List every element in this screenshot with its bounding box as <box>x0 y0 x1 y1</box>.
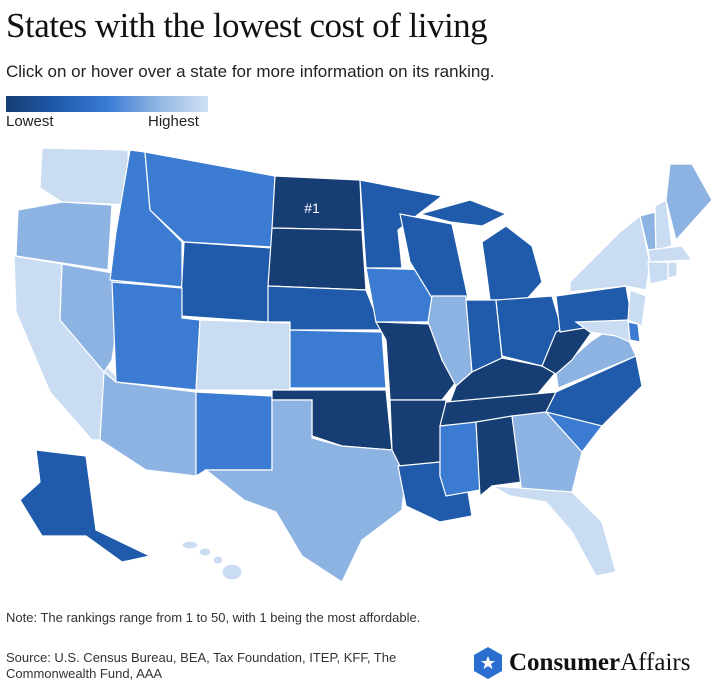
state-nh[interactable] <box>654 199 673 251</box>
us-choropleth-map: #1 <box>13 147 713 583</box>
state-or[interactable] <box>15 201 113 271</box>
state-wy[interactable] <box>179 241 273 323</box>
state-ak[interactable] <box>19 449 152 563</box>
state-ks[interactable] <box>289 329 387 389</box>
state-ar[interactable] <box>389 399 447 467</box>
state-al[interactable] <box>475 415 523 498</box>
logo-star-hexagon-icon <box>474 647 502 679</box>
source-note: Source: U.S. Census Bureau, BEA, Tax Fou… <box>6 650 397 681</box>
state-nm[interactable] <box>195 391 273 478</box>
state-fl[interactable] <box>491 485 617 577</box>
page-subtitle: Click on or hover over a state for more … <box>6 62 495 81</box>
state-me[interactable] <box>665 163 713 242</box>
state-ri[interactable] <box>667 261 678 279</box>
rank-1-label: #1 <box>304 200 320 216</box>
state-hi-island-3[interactable] <box>212 555 224 565</box>
state-mi-up[interactable] <box>417 199 508 227</box>
state-hi-island-4[interactable] <box>221 563 243 581</box>
state-sd[interactable] <box>267 227 367 291</box>
state-wa[interactable] <box>39 147 131 206</box>
footnote: Note: The rankings range from 1 to 50, w… <box>6 610 421 625</box>
consumeraffairs-logo: ConsumerAffairs <box>473 646 690 680</box>
state-md[interactable] <box>574 319 631 343</box>
legend-gradient <box>6 96 208 112</box>
state-ct[interactable] <box>647 261 669 285</box>
state-tx[interactable] <box>204 399 407 583</box>
state-hi-island-1[interactable] <box>181 540 199 550</box>
legend-low-label: Lowest <box>6 113 54 130</box>
state-hi-island-2[interactable] <box>198 547 212 557</box>
state-mn[interactable] <box>359 179 444 269</box>
state-co[interactable] <box>195 319 291 391</box>
state-ma[interactable] <box>647 245 694 263</box>
state-ms[interactable] <box>439 421 481 497</box>
logo-text: ConsumerAffairs <box>509 649 691 676</box>
state-nj[interactable] <box>627 289 647 327</box>
state-ny[interactable] <box>569 214 651 293</box>
page-title: States with the lowest cost of living <box>6 6 488 45</box>
state-mi[interactable] <box>481 225 543 301</box>
state-ga[interactable] <box>511 411 583 495</box>
legend-high-label: Highest <box>148 113 199 130</box>
